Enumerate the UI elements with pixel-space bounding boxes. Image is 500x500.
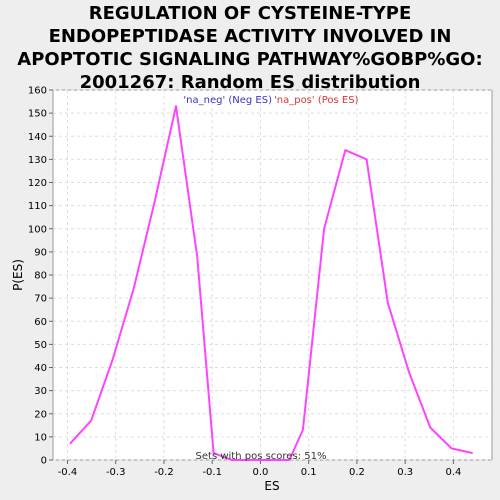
x-tick-label: 0.1 [301,467,317,478]
y-tick-label: 30 [34,386,47,397]
x-tick-label: -0.3 [106,467,126,478]
x-tick-label: -0.1 [202,467,222,478]
y-axis-label: P(ES) [11,259,25,291]
y-tick-label: 70 [34,294,47,305]
x-tick-label: 0.3 [397,467,413,478]
grid [53,89,492,461]
y-tick-label: 0 [41,456,47,467]
y-tick-label: 120 [28,178,47,189]
x-tick-label: -0.4 [58,467,78,478]
x-tick-label: 0.0 [252,467,268,478]
legend-entry-pos: 'na_pos' (Pos ES) [274,95,359,106]
y-tick-label: 50 [34,340,47,351]
x-tick-label: 0.2 [349,467,365,478]
chart-title-line: APOPTOTIC SIGNALING PATHWAY%GOBP%GO: [17,49,483,70]
x-tick-label: -0.2 [154,467,174,478]
series-layer [69,105,473,461]
x-tick-label: 0.4 [445,467,461,478]
y-tick-label: 10 [34,432,47,443]
y-tick-label: 80 [34,271,47,282]
chart-title-line: REGULATION OF CYSTEINE-TYPE [88,3,412,24]
y-tick-label: 100 [28,224,47,235]
distribution-line [69,105,473,461]
x-axis-label: ES [264,479,279,493]
y-tick-label: 90 [34,247,47,258]
y-tick-label: 150 [28,109,47,120]
y-tick-label: 160 [28,86,47,97]
y-tick-label: 110 [28,201,47,212]
axes: 0 10 20 30 40 50 60 70 80 90 100 110 120 130 140 150 160… [28,86,461,479]
chart-title-line: ENDOPEPTIDASE ACTIVITY INVOLVED IN [48,26,452,47]
y-tick-label: 60 [34,317,47,328]
chart-title-line: 2001267: Random ES distribution [79,72,421,93]
y-tick-label: 20 [34,409,47,420]
y-tick-label: 130 [28,155,47,166]
legend: 'na_neg' (Neg ES)'na_pos' (Pos ES) [183,95,358,106]
pos-scores-annotation: Sets with pos scores: 51% [196,451,327,462]
legend-entry-neg: 'na_neg' (Neg ES) [183,95,272,106]
y-tick-label: 40 [34,363,47,374]
y-tick-label: 140 [28,132,47,143]
chart-title: REGULATION OF CYSTEINE-TYPE ENDOPEPTIDAS… [0,2,500,94]
